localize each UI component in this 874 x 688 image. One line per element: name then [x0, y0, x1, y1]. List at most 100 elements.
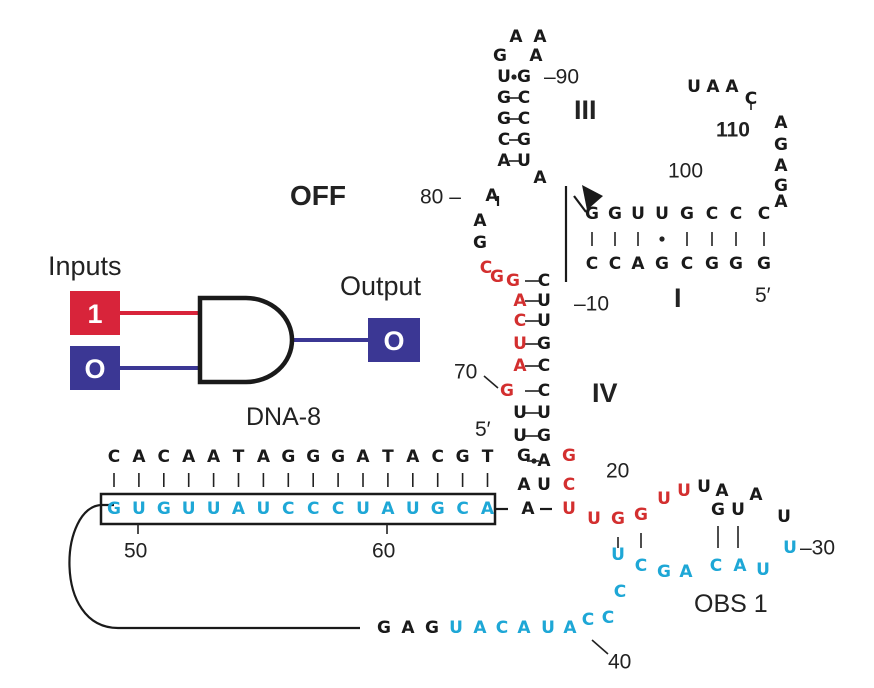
dna8-base-14: C	[431, 447, 443, 467]
nucleotide-74: U	[677, 481, 691, 501]
nucleotide-62: A	[537, 451, 551, 471]
nucleotide-80: U	[777, 507, 791, 527]
nucleotide-76: A	[715, 481, 729, 501]
nucleotide-7: G	[497, 109, 511, 129]
stem-iii-label: III	[574, 95, 597, 125]
state-label: OFF	[290, 180, 346, 211]
number-20: 20	[606, 460, 629, 483]
nucleotide-20: A	[706, 77, 720, 97]
nucleotide-34: C	[730, 204, 742, 224]
nucleotide-39: G	[655, 254, 669, 274]
nucleotide-37: C	[609, 254, 621, 274]
nucleotide-90: C	[602, 608, 614, 628]
bound-base-5: U	[207, 499, 221, 519]
nucleotide-94: U	[449, 618, 463, 638]
number-40-tick	[591, 639, 609, 655]
nucleotide-82: C	[635, 556, 647, 576]
dna8-base-11: A	[356, 447, 370, 467]
nucleotide-55: G	[537, 334, 551, 354]
bound-base-11: U	[356, 499, 370, 519]
nucleotide-35: C	[758, 204, 770, 224]
stem-i-label: I	[674, 283, 682, 313]
nucleotide-73: U	[657, 489, 671, 509]
cleavage-arrow-icon	[582, 185, 603, 210]
nucleotide-16: A	[485, 186, 499, 206]
nucleotide-31: U	[655, 204, 669, 224]
input-2-value: O	[84, 354, 105, 384]
nucleotide-59: C	[538, 381, 550, 401]
nucleotide-1: A	[509, 27, 523, 47]
nucleotide-57: U	[513, 426, 527, 446]
nucleotide-72: G	[634, 505, 648, 525]
nucleotide-36: C	[586, 254, 598, 274]
nucleotide-40: C	[681, 254, 693, 274]
nucleotide-70: U	[587, 509, 601, 529]
dna8-base-13: A	[406, 447, 420, 467]
nucleotide-23: A	[774, 113, 788, 133]
nucleotide-87: U	[756, 560, 770, 580]
nucleotide-19: U	[687, 77, 701, 97]
dna8-base-12: T	[382, 447, 394, 467]
dna8-base-9: G	[306, 447, 320, 467]
dna8-base-16: T	[482, 447, 494, 467]
bound-base-16: A	[481, 499, 495, 519]
nucleotide-10: C	[518, 88, 530, 108]
nucleotide-98: U	[541, 618, 555, 638]
wobble-pair-dot-1	[511, 74, 517, 80]
stem-iv-label: IV	[592, 378, 618, 408]
bound-strand-box	[99, 492, 497, 526]
nucleotide-46: G	[506, 271, 520, 291]
output-value: O	[383, 326, 404, 356]
nucleotide-92: A	[401, 618, 415, 638]
nucleotide-52: C	[538, 271, 550, 291]
bound-base-3: G	[157, 499, 171, 519]
input-1-value: 1	[87, 299, 102, 329]
and-gate	[120, 295, 368, 385]
bound-base-4: U	[182, 499, 196, 519]
wobble-pair-dot-3	[531, 458, 537, 464]
bound-base-8: C	[282, 499, 294, 519]
bound-base-14: G	[431, 499, 445, 519]
number-70-tick	[483, 375, 499, 389]
nucleotide-3: G	[493, 46, 507, 66]
dna8-base-4: A	[182, 447, 196, 467]
nucleotide-100: C	[582, 610, 594, 630]
nucleotide-22: C	[745, 89, 757, 109]
nucleotide-77: G	[711, 500, 725, 520]
nucleotide-32: G	[680, 204, 694, 224]
nucleotide-43: G	[757, 254, 771, 274]
nucleotide-63: U	[537, 475, 551, 495]
dna8-base-2: A	[132, 447, 146, 467]
nucleotide-48: C	[514, 311, 526, 331]
nucleotide-38: A	[631, 254, 645, 274]
nucleotide-65: A	[517, 475, 531, 495]
nucleotide-53: U	[537, 291, 551, 311]
dna8-base-10: G	[331, 447, 345, 467]
nucleotide-67: G	[562, 446, 576, 466]
nucleotide-45: G	[490, 267, 504, 287]
nucleotide-51: G	[500, 381, 514, 401]
nucleotide-21: A	[725, 77, 739, 97]
nucleotide-68: C	[563, 475, 575, 495]
nucleotide-17: A	[473, 211, 487, 231]
five-prime-left: 5′	[475, 418, 491, 441]
bound-base-9: C	[307, 499, 319, 519]
nucleotide-47: A	[513, 291, 527, 311]
input-2-box	[70, 346, 120, 390]
nucleotide-56: C	[538, 356, 550, 376]
obs-label: OBS 1	[694, 590, 768, 618]
and-gate-icon	[197, 295, 295, 385]
nucleotide-96: C	[496, 618, 508, 638]
dna8-base-6: T	[233, 447, 245, 467]
nucleotide-60: U	[537, 403, 551, 423]
dna8-base-5: A	[207, 447, 221, 467]
nucleotide-33: C	[706, 204, 718, 224]
base-pair-marks	[509, 74, 765, 548]
nucleotide-29: G	[608, 204, 622, 224]
nucleotide-99: A	[563, 618, 577, 638]
nucleotide-24: G	[774, 135, 788, 155]
bound-base-13: U	[406, 499, 420, 519]
nucleotide-15: A	[533, 168, 547, 188]
number-90: –90	[544, 66, 579, 89]
